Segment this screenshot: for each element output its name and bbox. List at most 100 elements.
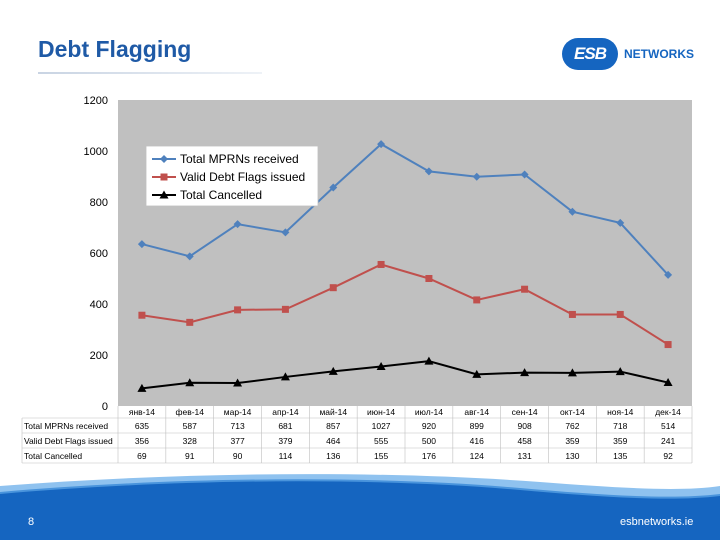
table-cell-value: 131 — [517, 451, 531, 461]
table-cell-value: 555 — [374, 436, 388, 446]
y-tick-label: 800 — [90, 197, 108, 209]
table-cell-value: 241 — [661, 436, 675, 446]
data-point-diamond — [520, 170, 529, 179]
data-point-diamond — [137, 240, 146, 249]
data-point-square — [329, 284, 337, 292]
table-cell-value: 920 — [422, 421, 436, 431]
data-point-diamond — [472, 172, 481, 181]
data-point-square — [568, 310, 576, 318]
table-cell-value: 114 — [279, 451, 293, 461]
esb-networks-logo: ESB NETWORKS — [562, 38, 694, 72]
data-point-square — [234, 306, 242, 314]
table-cell-value: 908 — [517, 421, 531, 431]
x-tick-label: окт-14 — [560, 407, 585, 417]
data-point-triangle — [520, 368, 530, 377]
x-tick-label: июл-14 — [415, 407, 443, 417]
table-cell-value: 514 — [661, 421, 675, 431]
data-point-diamond — [185, 252, 194, 261]
series-line — [141, 360, 669, 390]
series-line — [141, 263, 669, 346]
y-tick-label: 1000 — [84, 146, 108, 158]
data-point-square — [473, 296, 481, 304]
data-point-triangle — [424, 356, 434, 365]
table-row-label: Valid Debt Flags issued — [24, 436, 113, 446]
y-tick-label: 400 — [90, 299, 108, 311]
table-cell-value: 899 — [470, 421, 484, 431]
table-cell-value: 416 — [470, 436, 484, 446]
y-tick-label: 200 — [90, 350, 108, 362]
x-tick-label: мар-14 — [224, 407, 252, 417]
data-point-triangle — [376, 361, 386, 370]
table-cell-value: 69 — [137, 451, 147, 461]
data-point-square — [425, 275, 433, 282]
table-cell-value: 135 — [613, 451, 627, 461]
series-line — [141, 142, 669, 276]
table-cell-value: 379 — [278, 436, 292, 446]
table-cell-value: 155 — [374, 451, 388, 461]
data-point-triangle — [185, 378, 195, 387]
data-point-triangle — [328, 366, 338, 375]
data-point-triangle — [137, 383, 147, 392]
table-cell-value: 136 — [326, 451, 340, 461]
data-point-square — [664, 341, 672, 349]
data-point-square — [138, 311, 146, 319]
data-point-triangle — [567, 368, 577, 377]
legend-label: Valid Debt Flags issued — [180, 170, 305, 184]
y-tick-label: 0 — [102, 401, 108, 413]
table-cell-value: 90 — [233, 451, 243, 461]
title-underline — [38, 72, 262, 74]
logo-badge: ESB — [562, 38, 618, 70]
table-cell-value: 176 — [422, 451, 436, 461]
table-row-label: Total Cancelled — [24, 451, 82, 461]
data-point-triangle — [472, 369, 482, 378]
data-point-square — [521, 285, 529, 293]
table-cell-value: 857 — [326, 421, 340, 431]
table-cell-value: 130 — [565, 451, 579, 461]
data-point-triangle — [663, 378, 673, 387]
data-point-square — [616, 310, 624, 318]
data-point-square — [281, 305, 289, 313]
table-cell-value: 91 — [185, 451, 195, 461]
footer-wave — [0, 474, 720, 540]
table-row-label: Total MPRNs received — [24, 421, 108, 431]
footer-url: esbnetworks.ie — [620, 516, 694, 528]
table-cell-value: 458 — [517, 436, 531, 446]
x-tick-label: янв-14 — [129, 407, 155, 417]
x-tick-label: дек-14 — [655, 407, 681, 417]
table-cell-value: 359 — [565, 436, 579, 446]
data-point-triangle — [615, 367, 625, 376]
x-tick-label: апр-14 — [272, 407, 299, 417]
data-point-diamond — [329, 183, 338, 192]
table-cell-value: 92 — [663, 451, 673, 461]
data-point-diamond — [281, 228, 290, 237]
x-tick-label: сен-14 — [512, 407, 538, 417]
logo-wordmark: NETWORKS — [624, 47, 694, 61]
data-point-diamond — [233, 220, 242, 229]
table-cell-value: 464 — [326, 436, 340, 446]
data-point-triangle — [280, 372, 290, 381]
x-tick-label: июн-14 — [367, 407, 395, 417]
table-cell-value: 713 — [230, 421, 244, 431]
table-cell-value: 635 — [135, 421, 149, 431]
table-cell-value: 356 — [135, 436, 149, 446]
table-cell-value: 359 — [613, 436, 627, 446]
table-cell-value: 328 — [183, 436, 197, 446]
x-tick-label: май-14 — [319, 407, 347, 417]
data-point-diamond — [664, 270, 673, 279]
table-cell-value: 587 — [183, 421, 197, 431]
legend-label: Total MPRNs received — [180, 152, 299, 166]
slide-title: Debt Flagging — [38, 36, 192, 62]
x-tick-label: ноя-14 — [607, 407, 634, 417]
x-tick-label: фев-14 — [175, 407, 204, 417]
legend-marker-diamond — [160, 155, 168, 163]
page-number: 8 — [28, 516, 35, 528]
table-cell-value: 762 — [565, 421, 579, 431]
y-tick-label: 600 — [90, 248, 108, 260]
table-cell-value: 124 — [470, 451, 484, 461]
table-cell-value: 718 — [613, 421, 627, 431]
y-tick-label: 1200 — [84, 95, 108, 107]
debt-flagging-chart: 0 200 400 600 800 1000 1200 янв-14 фев-14 мар-14 а… — [21, 95, 693, 464]
data-point-diamond — [424, 167, 433, 176]
legend-label: Total Cancelled — [180, 188, 262, 202]
data-point-diamond — [568, 207, 577, 216]
